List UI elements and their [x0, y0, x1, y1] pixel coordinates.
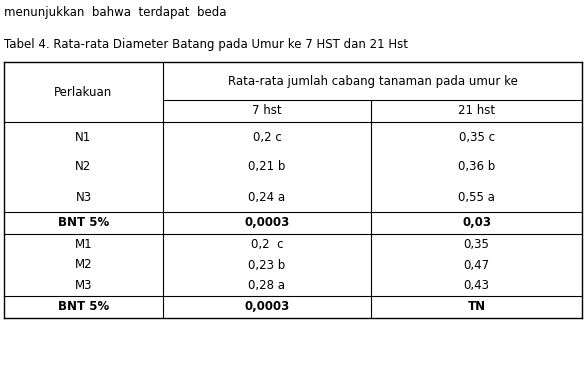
Text: 0,28 a: 0,28 a [249, 279, 286, 292]
Text: 0,55 a: 0,55 a [458, 190, 495, 203]
Text: N1: N1 [75, 131, 92, 143]
Text: M1: M1 [75, 238, 92, 251]
Text: 0,43: 0,43 [463, 279, 490, 292]
Text: N2: N2 [75, 160, 92, 174]
Text: 21 hst: 21 hst [458, 105, 495, 117]
Text: 0,35 c: 0,35 c [459, 131, 495, 143]
Text: menunjukkan  bahwa  terdapat  beda: menunjukkan bahwa terdapat beda [4, 6, 226, 19]
Text: 7 hst: 7 hst [252, 105, 282, 117]
Text: 0,0003: 0,0003 [245, 217, 290, 229]
Text: M3: M3 [75, 279, 92, 292]
Text: 0,2  c: 0,2 c [250, 238, 283, 251]
Text: 0,35: 0,35 [463, 238, 489, 251]
Text: 0,24 a: 0,24 a [248, 190, 286, 203]
Text: Perlakuan: Perlakuan [54, 86, 112, 98]
Text: BNT 5%: BNT 5% [58, 217, 109, 229]
Text: 0,36 b: 0,36 b [458, 160, 495, 174]
Text: 0,03: 0,03 [462, 217, 491, 229]
Text: Tabel 4. Rata-rata Diameter Batang pada Umur ke 7 HST dan 21 Hst: Tabel 4. Rata-rata Diameter Batang pada … [4, 38, 408, 51]
Text: 0,2 c: 0,2 c [253, 131, 282, 143]
Text: 0,0003: 0,0003 [245, 301, 290, 313]
Text: BNT 5%: BNT 5% [58, 301, 109, 313]
Text: M2: M2 [75, 258, 92, 272]
Text: 0,21 b: 0,21 b [248, 160, 286, 174]
Text: N3: N3 [75, 190, 92, 203]
Text: 0,23 b: 0,23 b [248, 258, 286, 272]
Text: 0,47: 0,47 [463, 258, 490, 272]
Text: TN: TN [467, 301, 486, 313]
Text: Rata-rata jumlah cabang tanaman pada umur ke: Rata-rata jumlah cabang tanaman pada umu… [228, 75, 517, 87]
